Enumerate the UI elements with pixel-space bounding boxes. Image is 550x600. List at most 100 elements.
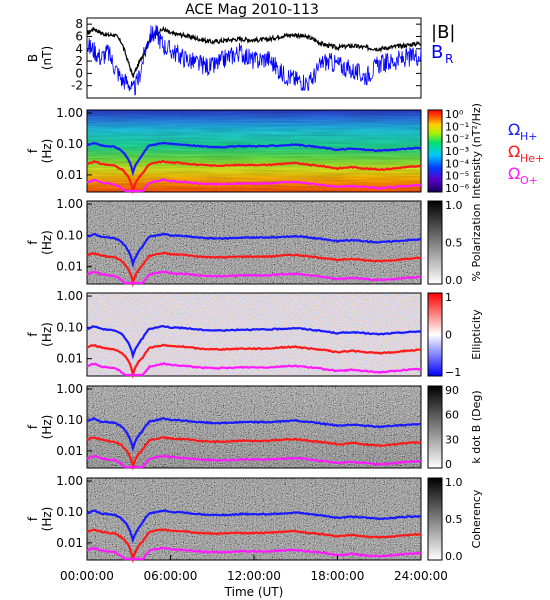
kdotb-ytick-label: 1.00 xyxy=(56,382,83,396)
series-absB-line xyxy=(86,25,421,78)
coherency-gyro-line-Heplus xyxy=(86,528,422,564)
polarization-ytick-label: 1.00 xyxy=(56,197,83,211)
kdotb-colorbar-label: k dot B (Deg) xyxy=(470,390,483,463)
polarization-gyro-line-Hplus xyxy=(86,232,422,269)
bfield-ylabel-unit: (nT) xyxy=(40,46,54,70)
kdotb-colorbar xyxy=(427,385,443,469)
coherency-gyro-line-Hplus xyxy=(86,509,422,544)
kdotb-gyro-line-Hplus xyxy=(86,416,422,452)
coherency-colorbar xyxy=(427,477,443,561)
xaxis-tick-label: 00:00:00 xyxy=(60,569,114,583)
legend-absB: |B| xyxy=(431,22,455,43)
bfield-ytick-label: -2 xyxy=(71,79,83,93)
coherency-ylabel-unit: (Hz) xyxy=(40,507,54,532)
intensity-ylabel-f: f xyxy=(26,148,40,153)
bfield-ytick-label: 8 xyxy=(75,17,83,31)
xaxis-label: Time (UT) xyxy=(224,585,284,599)
intensity-gyro-line-Heplus xyxy=(87,159,422,195)
panel-ellipticity: 1.00 0.10 0.01 f (Hz) 1 0 −1 Ellipticity xyxy=(26,289,483,379)
chart-title: ACE Mag 2010-113 xyxy=(185,2,319,18)
coherency-ytick-label: 1.00 xyxy=(56,474,83,488)
ellipticity-ytick-label: 1.00 xyxy=(56,289,83,303)
coherency-colorbar-tick: 0.0 xyxy=(445,550,463,563)
polarization-ylabel-f: f xyxy=(26,240,40,245)
coherency-colorbar-tick: 1.0 xyxy=(445,476,463,489)
polarization-gyro-line-Heplus xyxy=(86,251,422,288)
intensity-colorbar-tick: 10⁻⁶ xyxy=(445,182,470,195)
ellipticity-gyro-line-Hplus xyxy=(86,325,422,360)
ellipticity-colorbar-tick: −1 xyxy=(445,366,461,379)
kdotb-gyro-line-Oplus xyxy=(86,454,422,469)
kdotb-ytick-label: 0.10 xyxy=(56,413,83,427)
panel-intensity: 1.00 0.10 0.01 f (Hz) 10⁰10⁻¹10⁻²10⁻³10⁻⁴10⁻⁵… xyxy=(26,103,483,199)
legend-gyro-sub-Heplus: He+ xyxy=(520,152,544,165)
legend-gyro-sub-Oplus: O+ xyxy=(520,174,538,187)
series-BR-line xyxy=(86,24,422,96)
legend-gyro-Oplus: Ω xyxy=(508,164,520,183)
legend-gyro-Hplus: Ω xyxy=(508,120,520,139)
ellipticity-colorbar-tick: 0 xyxy=(445,329,452,342)
kdotb-ylabel-f: f xyxy=(26,424,40,429)
spectral-panels: 1.000.100.01f (Hz)10⁰10⁻¹10⁻²10⁻³10⁻⁴10⁻⁵… xyxy=(26,103,483,564)
coherency-ytick-label: 0.01 xyxy=(56,536,83,550)
gyrofrequency-legend: Ω H+Ω He+Ω O+ xyxy=(508,120,544,187)
intensity-colorbar xyxy=(427,109,443,193)
intensity-colorbar-tick: 10⁰ xyxy=(445,108,464,121)
intensity-gyro-line-Hplus xyxy=(86,141,422,177)
ellipticity-colorbar-tick: 1 xyxy=(445,291,452,304)
polarization-colorbar-tick: 0.0 xyxy=(445,274,463,287)
ellipticity-gyro-line-Oplus xyxy=(86,362,422,377)
kdotb-gyro-line-Heplus xyxy=(86,436,422,471)
intensity-colorbar-tick: 10⁻⁵ xyxy=(445,170,469,183)
coherency-spectrogram-texture xyxy=(87,478,421,560)
time-axis: 00:00:00 06:00:00 12:00:00 18:00:00 24:00:00 xyxy=(60,555,448,583)
legend-BR-sub: R xyxy=(445,52,453,66)
polarization-ytick-label: 0.10 xyxy=(56,228,83,242)
intensity-ytick-label: 1.00 xyxy=(56,106,83,120)
kdotb-ytick-label: 0.01 xyxy=(56,444,83,458)
kdotb-colorbar-tick: 0 xyxy=(445,458,452,471)
xaxis-tick-label: 18:00:00 xyxy=(311,569,365,583)
coherency-ylabel-f: f xyxy=(26,516,40,521)
kdotb-colorbar-tick: 90 xyxy=(445,384,459,397)
ellipticity-gyro-line-Heplus xyxy=(86,343,422,379)
ellipticity-ylabel-f: f xyxy=(26,332,40,337)
intensity-colorbar-tick: 10⁻¹ xyxy=(445,120,469,133)
coherency-colorbar-label: Coherency xyxy=(470,489,483,548)
kdotb-axis-box xyxy=(86,385,422,469)
legend-BR: B R xyxy=(431,42,453,66)
ellipticity-colorbar-label: Ellipticity xyxy=(470,309,483,360)
polarization-spectrogram-texture xyxy=(87,201,421,284)
ellipticity-axis-box xyxy=(86,292,422,377)
polarization-colorbar-tick: 0.5 xyxy=(445,237,463,250)
bfield-ytick-label: 6 xyxy=(75,29,83,43)
intensity-colorbar-tick: 10⁻² xyxy=(445,133,469,146)
bfield-series xyxy=(86,24,422,96)
ellipticity-ytick-label: 0.10 xyxy=(56,320,83,334)
coherency-ytick-label: 0.10 xyxy=(56,505,83,519)
intensity-gyro-line-Oplus xyxy=(86,178,422,193)
xaxis-tick-label: 24:00:00 xyxy=(394,569,448,583)
coherency-colorbar-tick: 0.5 xyxy=(445,513,463,526)
ellipticity-ytick-label: 0.01 xyxy=(56,352,83,366)
intensity-ytick-label: 0.10 xyxy=(56,137,83,151)
intensity-ylabel-unit: (Hz) xyxy=(40,139,54,164)
bfield-ytick-label: 0 xyxy=(75,66,83,80)
bfield-ylabel-b: B xyxy=(26,54,40,62)
polarization-colorbar-tick: 1.0 xyxy=(445,199,463,212)
panel-polarization: 1.00 0.10 0.01 f (Hz) 1.0 0.5 0.0 % Polarization xyxy=(26,197,483,288)
polarization-colorbar xyxy=(427,200,443,285)
polarization-ytick-label: 0.01 xyxy=(56,260,83,274)
kdotb-ylabel-unit: (Hz) xyxy=(40,415,54,440)
polarization-colorbar-label: % Polarization xyxy=(470,204,483,282)
polarization-ylabel-unit: (Hz) xyxy=(40,230,54,255)
xaxis-tick-label: 12:00:00 xyxy=(227,569,281,583)
panel-kdotb: 1.00 0.10 0.01 f (Hz) 90 60 30 0 k dot B (Deg) xyxy=(26,382,483,471)
polarization-axis-box xyxy=(86,200,422,285)
legend-gyro-sub-Hplus: H+ xyxy=(520,130,538,143)
intensity-axis-box xyxy=(86,109,422,193)
coherency-gyro-line-Oplus xyxy=(86,546,422,561)
intensity-colorbar-tick: 10⁻³ xyxy=(445,145,469,158)
